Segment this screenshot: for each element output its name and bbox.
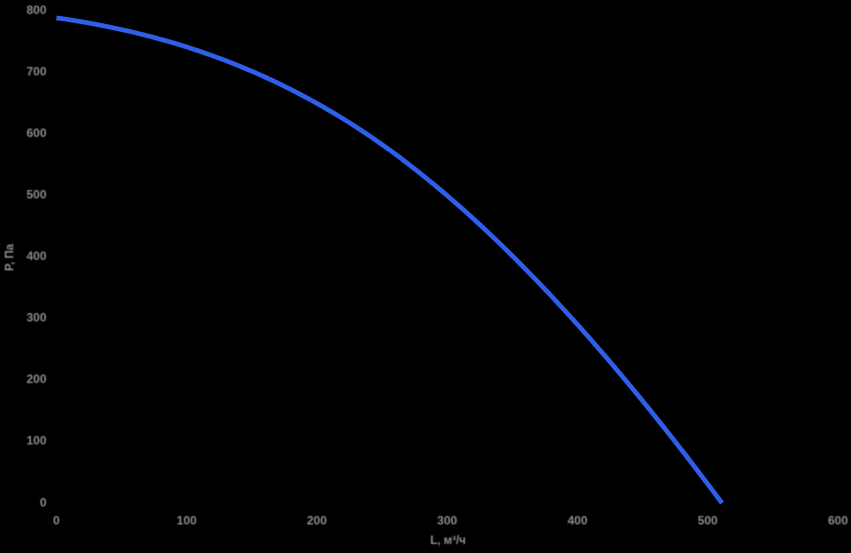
svg-text:300: 300 [26, 311, 46, 325]
svg-text:700: 700 [26, 64, 46, 78]
svg-text:400: 400 [567, 513, 587, 527]
svg-text:100: 100 [26, 434, 46, 448]
svg-text:200: 200 [26, 372, 46, 386]
svg-text:600: 600 [828, 513, 848, 527]
svg-text:L, м³/ч: L, м³/ч [430, 535, 466, 547]
svg-text:800: 800 [26, 3, 46, 17]
svg-text:200: 200 [307, 513, 327, 527]
svg-text:500: 500 [26, 188, 46, 202]
svg-text:500: 500 [698, 513, 718, 527]
svg-text:400: 400 [26, 249, 46, 263]
svg-text:100: 100 [177, 513, 197, 527]
svg-text:0: 0 [40, 495, 47, 509]
svg-text:300: 300 [437, 513, 457, 527]
svg-text:600: 600 [26, 126, 46, 140]
svg-text:0: 0 [53, 513, 60, 527]
svg-text:P, Па: P, Па [4, 243, 16, 271]
